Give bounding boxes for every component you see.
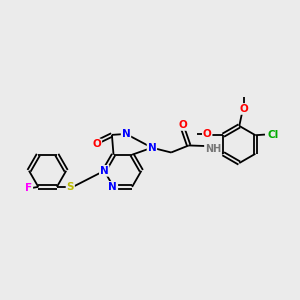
- Text: O: O: [178, 120, 187, 130]
- Text: N: N: [100, 166, 109, 176]
- Text: N: N: [109, 182, 117, 192]
- Text: O: O: [240, 104, 248, 114]
- Text: O: O: [92, 140, 101, 149]
- Text: NH: NH: [205, 144, 221, 154]
- Text: O: O: [203, 129, 212, 139]
- Text: N: N: [148, 143, 156, 153]
- Text: F: F: [25, 184, 32, 194]
- Text: Cl: Cl: [267, 130, 278, 140]
- Text: N: N: [122, 129, 130, 139]
- Text: S: S: [67, 182, 74, 192]
